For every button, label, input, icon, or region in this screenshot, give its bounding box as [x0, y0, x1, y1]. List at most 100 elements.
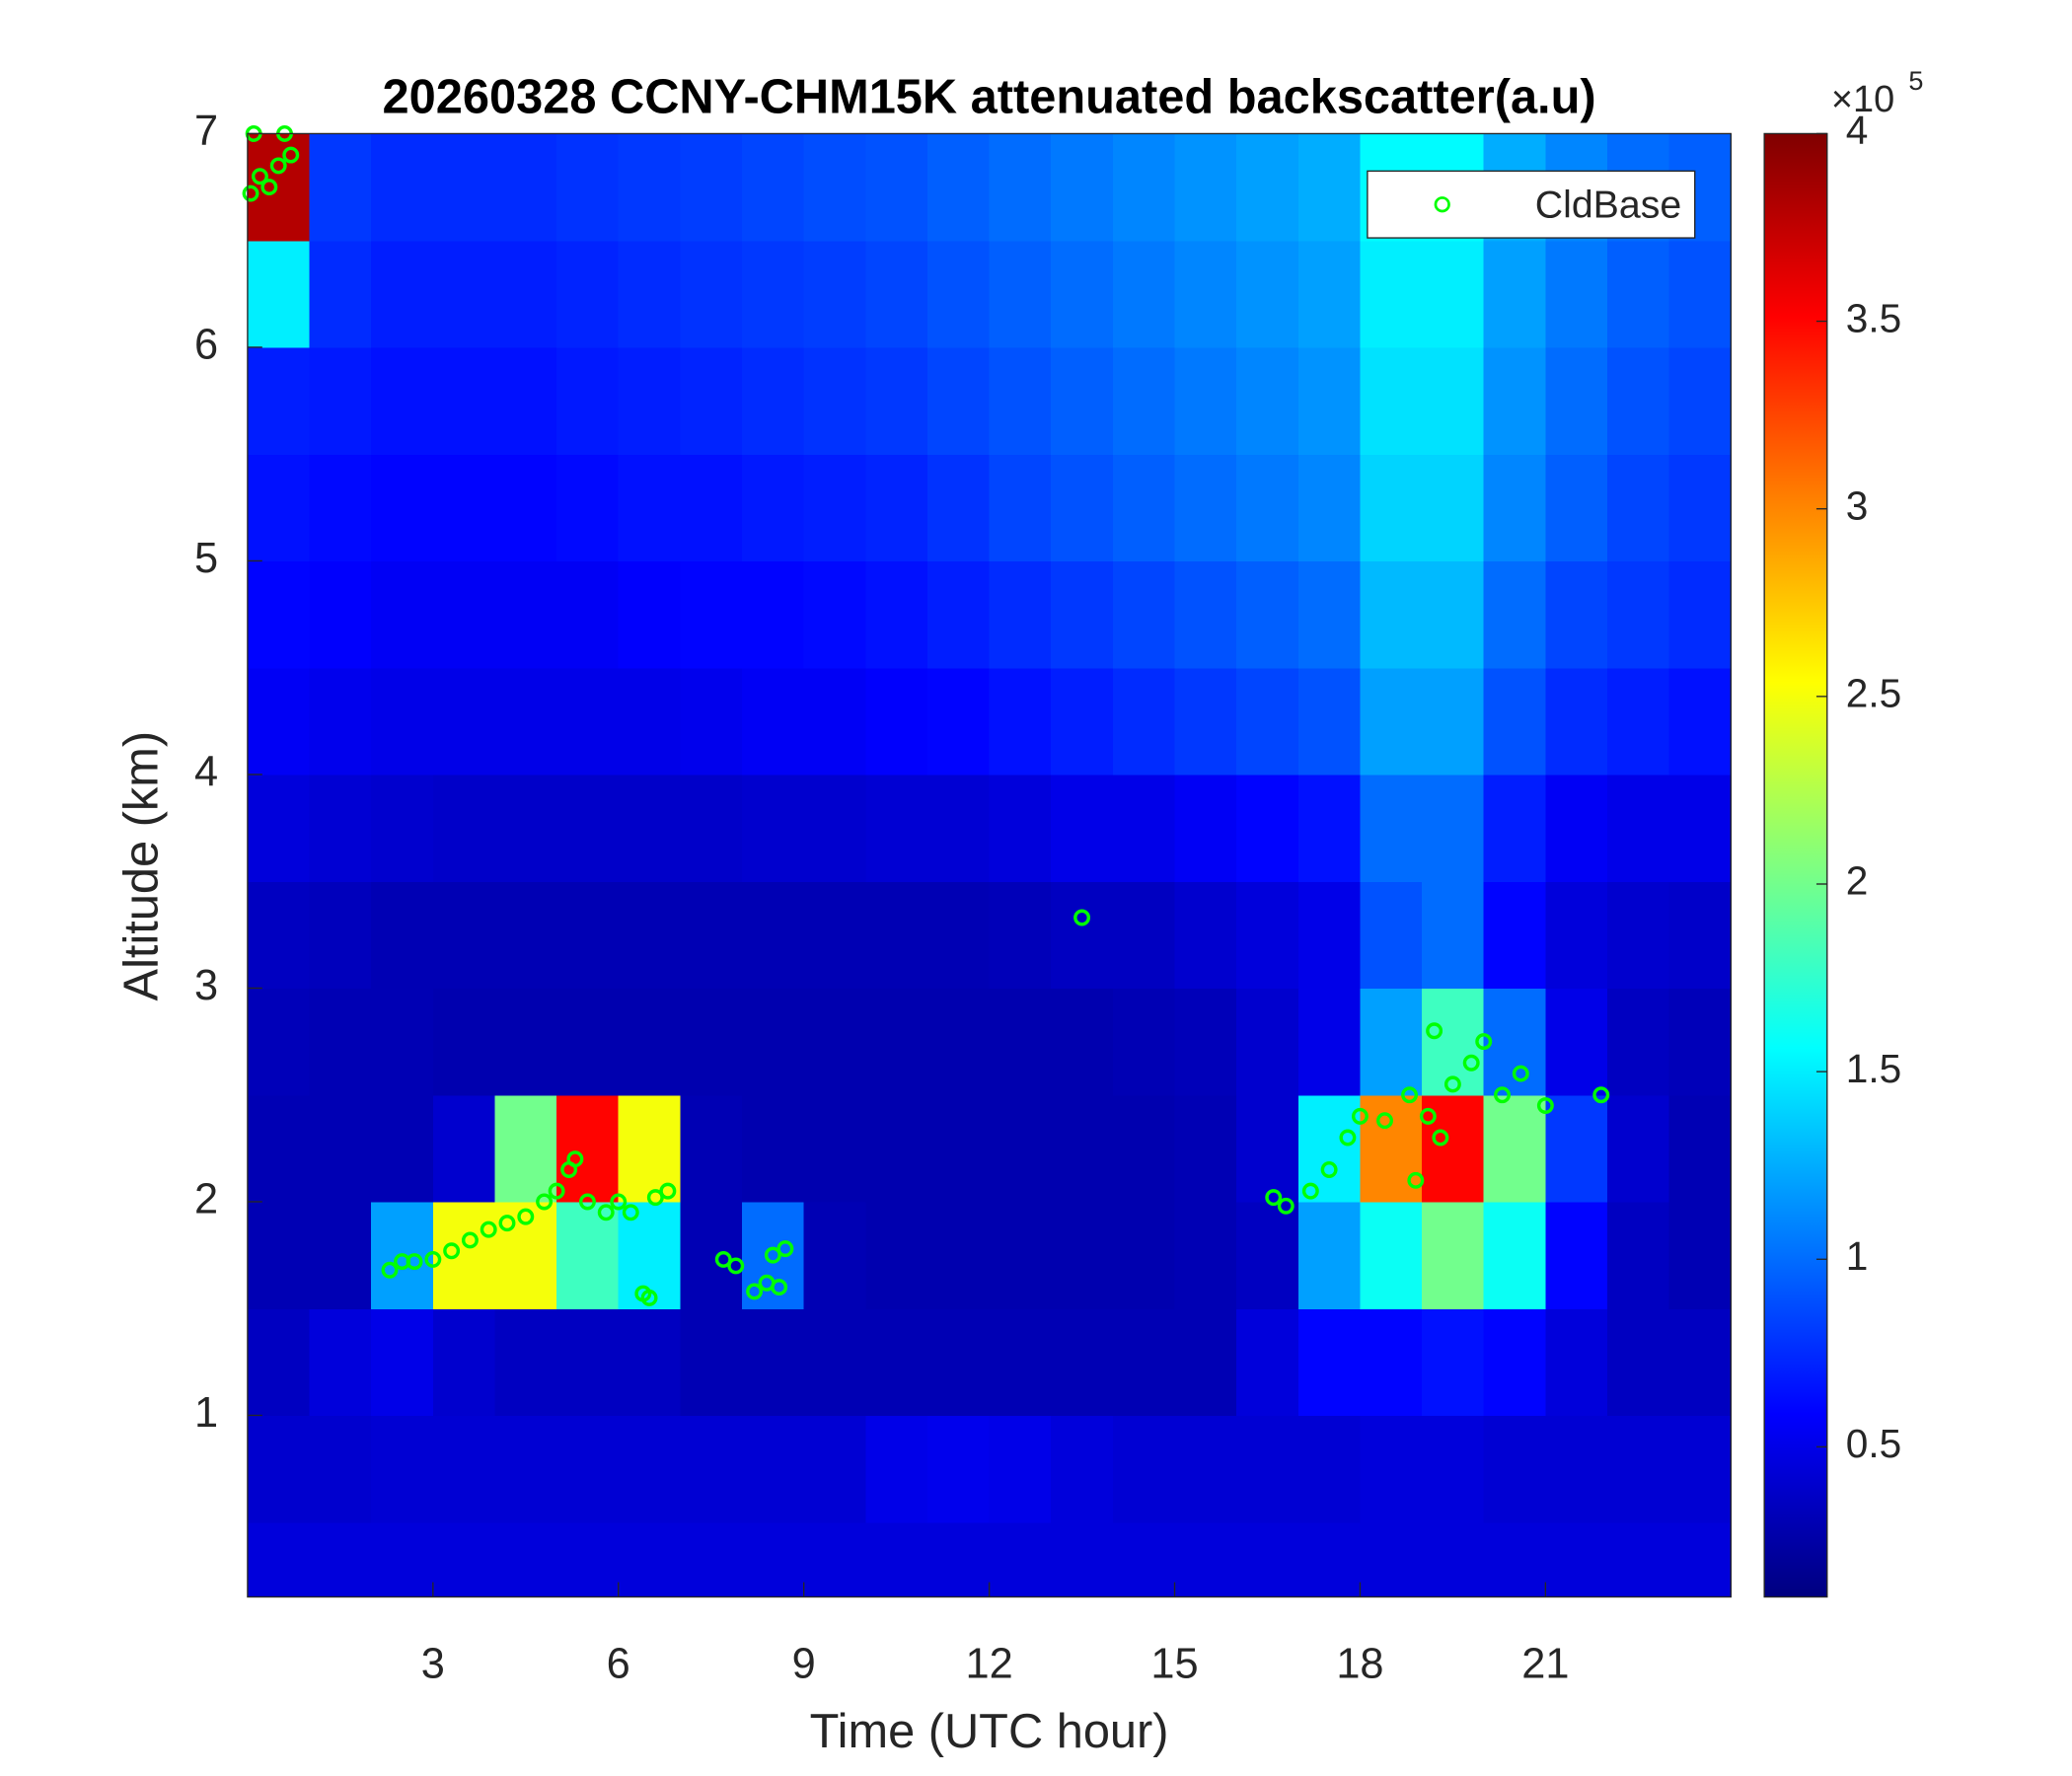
- heatmap-cell: [1545, 560, 1608, 669]
- heatmap-cell: [371, 1094, 434, 1203]
- x-tick-label: 12: [965, 1640, 1012, 1687]
- heatmap-cell: [926, 1415, 991, 1523]
- heatmap-cell: [1112, 133, 1176, 242]
- x-tick-label: 6: [607, 1640, 630, 1687]
- heatmap-cell: [1051, 1521, 1114, 1598]
- heatmap-cell: [989, 560, 1052, 669]
- cloud-base-point: [771, 1279, 788, 1296]
- heatmap-cell: [494, 1094, 557, 1203]
- heatmap-cell: [1236, 774, 1299, 882]
- heatmap-cell: [865, 240, 928, 348]
- colorbar-multiplier-exponent: 5: [1908, 65, 1923, 96]
- heatmap-cell: [803, 560, 866, 669]
- heatmap-cell: [1236, 1308, 1299, 1417]
- heatmap-cell: [371, 1415, 434, 1523]
- heatmap-cell: [1607, 988, 1670, 1096]
- heatmap-cell: [1051, 1415, 1114, 1523]
- heatmap-cell: [556, 1308, 620, 1417]
- heatmap-cell: [1051, 1308, 1114, 1417]
- heatmap-cell: [1360, 1308, 1423, 1417]
- heatmap-cell: [1051, 1094, 1114, 1203]
- heatmap-cell: [1112, 881, 1176, 990]
- heatmap-cell: [680, 881, 743, 990]
- heatmap-cell: [989, 133, 1052, 242]
- heatmap-cell: [1051, 560, 1114, 669]
- heatmap-cell: [926, 240, 991, 348]
- heatmap-cell: [494, 1201, 557, 1309]
- heatmap-cell: [556, 667, 620, 776]
- heatmap-cell: [247, 133, 311, 242]
- heatmap-cell: [432, 1201, 496, 1309]
- heatmap-cell: [680, 560, 743, 669]
- heatmap-cell: [494, 346, 557, 455]
- cloud-base-point: [381, 1261, 399, 1279]
- heatmap-cell: [1112, 454, 1176, 562]
- heatmap-cell: [618, 240, 682, 348]
- cloud-base-point: [1277, 1197, 1295, 1215]
- heatmap-cell: [865, 667, 928, 776]
- heatmap-cell: [1668, 881, 1732, 990]
- heatmap-cell: [1174, 1521, 1237, 1598]
- heatmap-cell: [1360, 1201, 1423, 1309]
- cloud-base-point: [764, 1246, 781, 1264]
- heatmap-cell: [1112, 667, 1176, 776]
- heatmap-cell: [1545, 1308, 1608, 1417]
- heatmap-cell: [1545, 1094, 1608, 1203]
- x-tick-label: 9: [792, 1640, 816, 1687]
- y-tick-label: 4: [194, 748, 218, 795]
- heatmap-cell: [1607, 667, 1670, 776]
- cloud-base-point: [1407, 1171, 1425, 1189]
- heatmap-cell: [1236, 454, 1299, 562]
- heatmap-cell: [371, 240, 434, 348]
- heatmap-cell: [1297, 881, 1362, 990]
- heatmap-cell: [926, 133, 991, 242]
- heatmap-cell: [1607, 346, 1670, 455]
- cloud-base-point: [517, 1208, 535, 1225]
- chart-title: 20260328 CCNY-CHM15K attenuated backscat…: [383, 70, 1596, 123]
- heatmap-cell: [309, 774, 372, 882]
- heatmap-cell: [926, 1094, 991, 1203]
- heatmap-cell: [1174, 1415, 1237, 1523]
- cloud-base-point: [1462, 1054, 1480, 1072]
- heatmap-cell: [1483, 881, 1547, 990]
- heatmap-cell: [247, 988, 311, 1096]
- cloud-base-point: [498, 1215, 516, 1232]
- heatmap-cell: [494, 240, 557, 348]
- heatmap-cell: [1360, 881, 1423, 990]
- heatmap-cell: [1112, 988, 1176, 1096]
- heatmap-cell: [989, 1094, 1052, 1203]
- heatmap-cell: [803, 1521, 866, 1598]
- heatmap-cell: [1236, 881, 1299, 990]
- heatmap-cell: [1668, 1521, 1732, 1598]
- x-tick-label: 21: [1521, 1640, 1569, 1687]
- cloud-base-point: [443, 1242, 461, 1260]
- heatmap-cell: [865, 346, 928, 455]
- heatmap-cell: [1422, 1415, 1485, 1523]
- heatmap-cell: [989, 240, 1052, 348]
- heatmap-cell: [1422, 988, 1485, 1096]
- heatmap-cell: [1360, 667, 1423, 776]
- heatmap-cell: [803, 133, 866, 242]
- heatmap-cell: [1668, 560, 1732, 669]
- heatmap-cell: [742, 454, 805, 562]
- cloud-base-point: [640, 1289, 658, 1306]
- heatmap-cell: [865, 1521, 928, 1598]
- heatmap-cell: [556, 1094, 620, 1203]
- heatmap-cell: [247, 1094, 311, 1203]
- scatter-series: [242, 124, 1610, 1306]
- heatmap-cell: [432, 774, 496, 882]
- heatmap-cell: [1112, 346, 1176, 455]
- heatmap-cell: [1112, 774, 1176, 882]
- heatmap-cell: [865, 988, 928, 1096]
- heatmap-cell: [494, 667, 557, 776]
- heatmap-cell: [494, 988, 557, 1096]
- heatmap-cell: [865, 560, 928, 669]
- colorbar-tick-label: 3.5: [1846, 295, 1901, 340]
- heatmap-cell: [247, 881, 311, 990]
- heatmap-cell: [1236, 667, 1299, 776]
- heatmap-cell: [618, 346, 682, 455]
- colorbar-tick-label: 1.5: [1846, 1046, 1901, 1091]
- cloud-base-point: [536, 1193, 554, 1211]
- heatmap-cell: [1607, 1521, 1670, 1598]
- heatmap-cell: [309, 133, 372, 242]
